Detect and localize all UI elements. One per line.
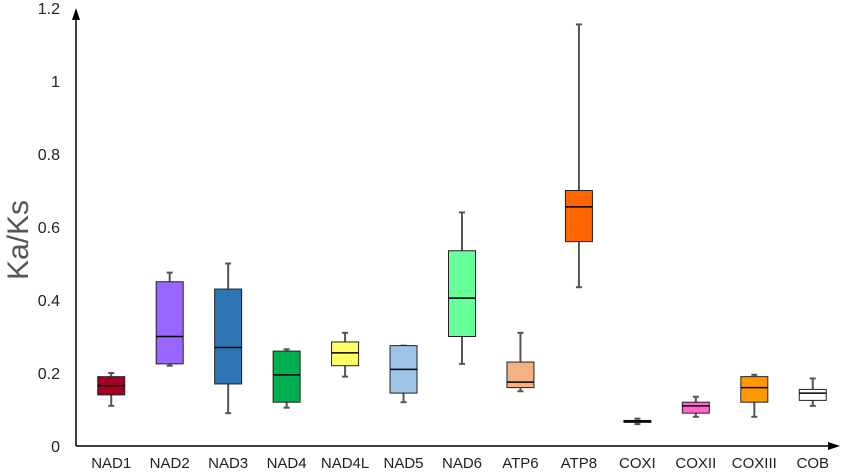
box-iqr bbox=[214, 288, 243, 385]
box-iqr bbox=[798, 388, 827, 401]
box-nad4 bbox=[272, 348, 301, 409]
y-ticks: 0 0.2 0.4 0.6 0.8 1 1.2 bbox=[38, 1, 60, 456]
x-tick-label: ATP6 bbox=[502, 455, 538, 472]
box-nad1 bbox=[97, 372, 126, 407]
axes bbox=[72, 8, 840, 450]
y-axis-label: Ka/Ks bbox=[2, 200, 35, 280]
box-coxi bbox=[623, 417, 652, 426]
y-tick-label: 0.8 bbox=[38, 147, 60, 164]
x-tick-labels: NAD1 NAD2 NAD3 NAD4 NAD4L NAD5 NAD6 ATP6 ATP8 COX… bbox=[91, 455, 829, 472]
box-iqr bbox=[681, 401, 710, 414]
box-iqr bbox=[331, 341, 360, 367]
box-iqr bbox=[155, 281, 184, 365]
box-iqr bbox=[564, 190, 593, 243]
y-tick-label: 0 bbox=[51, 439, 60, 456]
x-tick-label: NAD1 bbox=[91, 455, 131, 472]
box-iqr bbox=[740, 376, 769, 403]
x-tick-label: NAD4L bbox=[321, 455, 369, 472]
box-iqr bbox=[272, 350, 301, 403]
y-tick-label: 0.6 bbox=[38, 220, 60, 237]
x-tick-label: COXII bbox=[675, 455, 716, 472]
box-coxiii bbox=[740, 373, 769, 418]
y-tick-label: 0.4 bbox=[38, 293, 60, 310]
x-tick-label: NAD4 bbox=[267, 455, 307, 472]
x-tick-label: NAD3 bbox=[208, 455, 248, 472]
box-atp6 bbox=[506, 331, 535, 393]
y-tick-label: 1 bbox=[51, 74, 60, 91]
box-nad6 bbox=[448, 211, 476, 365]
x-tick-label: COB bbox=[797, 455, 830, 472]
box-nad3 bbox=[214, 262, 243, 415]
box-iqr bbox=[506, 361, 535, 389]
box-iqr bbox=[448, 250, 476, 338]
box-cob bbox=[798, 377, 827, 407]
box-nad2 bbox=[155, 271, 184, 367]
x-tick-label: NAD6 bbox=[442, 455, 482, 472]
box-nad4l bbox=[331, 331, 360, 378]
box-coxii bbox=[681, 395, 710, 418]
y-tick-label: 0.2 bbox=[38, 366, 60, 383]
box-nad5 bbox=[389, 344, 418, 404]
x-tick-label: COXI bbox=[619, 455, 656, 472]
x-axis-arrow bbox=[828, 442, 840, 450]
y-tick-label: 1.2 bbox=[38, 1, 60, 18]
y-axis-arrow bbox=[72, 8, 80, 20]
x-tick-label: COXIII bbox=[732, 455, 777, 472]
box-atp8 bbox=[564, 23, 593, 289]
boxes bbox=[97, 23, 827, 426]
x-tick-label: NAD5 bbox=[384, 455, 424, 472]
x-tick-label: ATP8 bbox=[561, 455, 597, 472]
x-tick-label: NAD2 bbox=[150, 455, 190, 472]
